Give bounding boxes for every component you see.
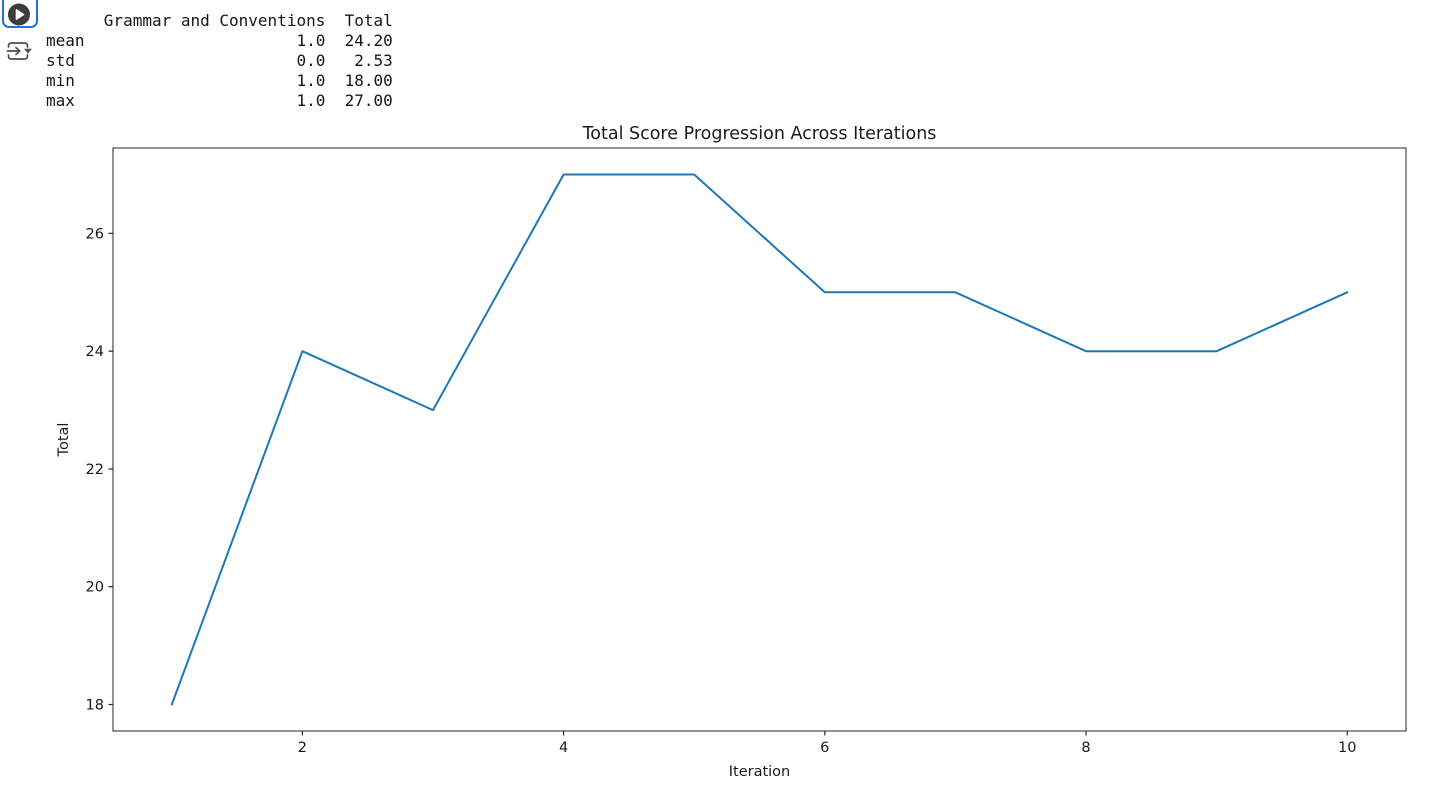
run-below-icon — [6, 42, 32, 60]
y-axis-label: Total — [56, 423, 72, 458]
y-tick-label: 26 — [86, 226, 104, 242]
run-below-button[interactable] — [4, 39, 34, 63]
run-cell-button[interactable] — [7, 3, 31, 27]
plot-frame — [112, 147, 1407, 732]
y-tick-label: 20 — [86, 580, 104, 596]
describe-row-max: max 1.0 27.00 — [46, 91, 393, 110]
x-tick-label: 2 — [298, 740, 307, 756]
x-tick-label: 6 — [820, 740, 829, 756]
describe-row-min: min 1.0 18.00 — [46, 71, 393, 90]
data-line-total — [170, 173, 1349, 706]
describe-header-line: Grammar and Conventions Total — [46, 11, 393, 30]
describe-output: Grammar and Conventions Total mean 1.0 2… — [46, 11, 393, 111]
x-tick-label: 10 — [1338, 740, 1356, 756]
describe-row-std: std 0.0 2.53 — [46, 51, 393, 70]
x-tick-label: 8 — [1081, 740, 1090, 756]
chart-title: Total Score Progression Across Iteration… — [582, 124, 937, 144]
x-tick-label: 4 — [559, 740, 568, 756]
y-tick-label: 24 — [86, 344, 104, 360]
describe-row-mean: mean 1.0 24.20 — [46, 31, 393, 50]
y-tick-label: 22 — [86, 462, 104, 478]
x-axis-label: Iteration — [729, 764, 791, 780]
play-circle-icon — [8, 3, 30, 26]
y-tick-label: 18 — [86, 698, 104, 714]
